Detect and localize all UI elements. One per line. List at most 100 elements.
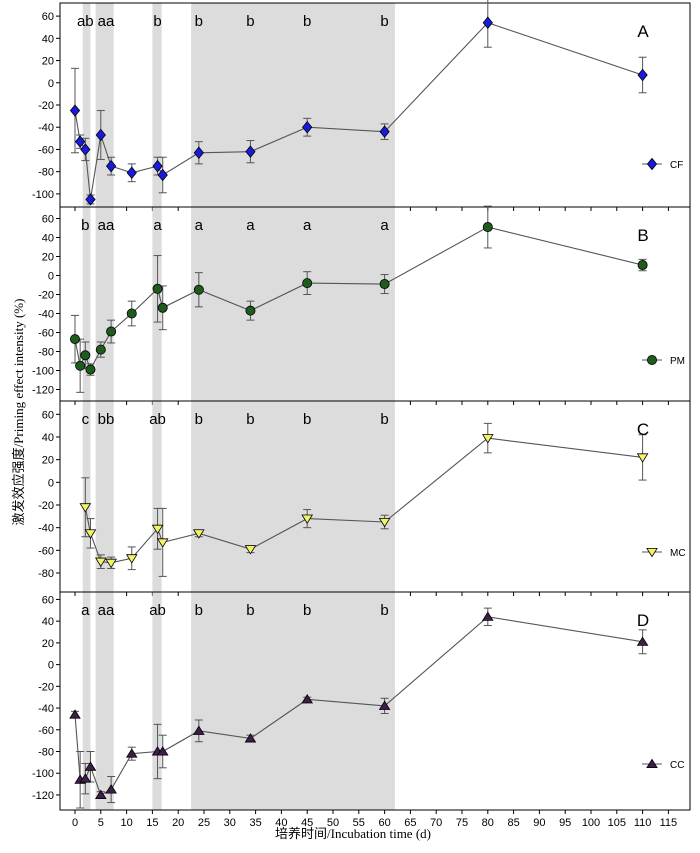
panel-b-significance-letter: aa	[98, 217, 115, 234]
panel-a-significance-letter: b	[380, 13, 388, 30]
panel-b-ytick-label: -80	[38, 347, 54, 359]
panel-c-data-point	[79, 503, 92, 513]
panel-b-significance-letter: b	[81, 217, 89, 234]
panel-b-shade-2	[152, 207, 162, 401]
panel-b-data-point	[106, 326, 117, 337]
panel-a-shade-3	[191, 3, 395, 207]
x-tick-label: 35	[249, 817, 261, 829]
panel-b-data-point	[152, 283, 163, 294]
panel-a-ytick-label: 20	[42, 56, 54, 68]
panel-a-data-point	[69, 104, 81, 117]
panel-a-ytick-label: -80	[38, 167, 54, 179]
panel-b-ytick-label: -40	[38, 309, 54, 321]
panel-b-ytick-label: 60	[42, 214, 54, 226]
panel-d-significance-letter: a	[81, 602, 90, 619]
panel-c-data-point	[156, 538, 169, 548]
panel-a-ytick-label: -100	[32, 189, 54, 201]
panel-d-ytick-label: 40	[42, 616, 54, 628]
panel-d-data-point	[156, 746, 169, 756]
panel-a-data-point	[152, 159, 163, 173]
panel-a-ytick-label: -60	[38, 144, 54, 156]
panel-b-data-point	[80, 350, 91, 361]
panel-d-data-point	[69, 709, 81, 719]
y-axis-title: 激发效应强度/Priming effect intensity (%)	[11, 299, 26, 526]
panel-c-shade-0	[82, 401, 91, 592]
panel-c-label: C	[637, 420, 649, 439]
panel-a-shade-1	[95, 3, 114, 207]
panel-d-data-point	[244, 733, 257, 743]
panel-b-label: B	[637, 226, 648, 245]
panel-b-ytick-label: 0	[48, 271, 54, 283]
panel-c-data-point	[244, 545, 257, 555]
x-tick-label: 70	[430, 817, 442, 829]
panel-c-data-point	[94, 557, 107, 568]
panel-c-data-point	[378, 518, 391, 528]
panel-b-legend-label: PM	[670, 356, 685, 367]
panel-a-data-point	[80, 143, 91, 156]
panel-a: 60 40 20 0 -20 -40 -60 -80 -100 ab aa b b b b b A CF	[32, 0, 691, 211]
panel-b-data-point	[85, 364, 96, 375]
panel-c-legend-marker	[646, 548, 658, 558]
panel-d-label: D	[637, 611, 649, 630]
panel-c-ytick-label: 20	[42, 455, 54, 467]
panel-b-legend-marker	[647, 354, 658, 365]
panel-a-significance-letter: b	[303, 13, 311, 30]
panel-d-significance-letter: b	[246, 602, 254, 619]
panel-a-ytick-label: -40	[38, 122, 54, 134]
x-tick-label: 50	[327, 817, 339, 829]
panel-c-data-point	[151, 524, 164, 535]
panel-c-data-point	[193, 529, 205, 539]
panel-a-data-point	[95, 128, 106, 142]
x-tick-label: 0	[72, 817, 78, 829]
panel-d-data-point	[79, 773, 92, 783]
panel-b-shade-1	[95, 207, 114, 401]
panel-d-legend-marker	[646, 758, 658, 768]
x-tick-label: 110	[634, 817, 652, 829]
panel-a-data-point	[302, 120, 313, 134]
panel-b-ytick-label: -100	[32, 366, 54, 378]
panel-a-data-point	[126, 166, 137, 180]
panel-a-significance-letter: b	[153, 13, 161, 30]
panel-d-shade-0	[82, 592, 91, 810]
panel-c-data-point	[105, 558, 117, 569]
x-axis-title: 培养时间/Incubation time (d)	[275, 826, 431, 841]
panel-a-data-point	[75, 135, 86, 148]
x-tick-label: 65	[404, 817, 416, 829]
panel-d-significance-letter: b	[303, 602, 311, 619]
panel-a-significance-letter: b	[246, 13, 254, 30]
panel-b-significance-letter: a	[380, 217, 389, 234]
panel-d-ytick-label: -60	[38, 725, 54, 737]
panel-c-shade-3	[191, 401, 395, 592]
panel-d-data-point	[125, 748, 138, 758]
panel-c-ytick-label: -40	[38, 523, 54, 535]
x-tick-label: 60	[378, 817, 390, 829]
panel-d-ytick-label: 20	[42, 638, 54, 650]
x-tick-label: 105	[608, 817, 626, 829]
panel-b-shade-0	[82, 207, 91, 401]
panel-c-ytick-label: -80	[38, 568, 54, 580]
panel-c-significance-letter: b	[246, 411, 254, 428]
panel-a-significance-letter: aa	[98, 13, 115, 30]
panel-d-data-point	[301, 694, 314, 704]
panel-d-shade-3	[191, 592, 395, 810]
panel-a-ytick-label: 60	[42, 11, 54, 23]
panel-b-data-point	[482, 222, 493, 233]
panel-c-shade-1	[95, 401, 114, 592]
panel-a-data-point	[379, 125, 390, 138]
panel-c-significance-letter: b	[195, 411, 203, 428]
panel-a-data-point	[482, 16, 493, 30]
panel-c-legend-label: MC	[670, 548, 686, 559]
panel-a-ytick-label: -20	[38, 100, 54, 112]
panel-c-ytick-label: 0	[48, 477, 54, 489]
panel-b-data-point	[379, 279, 390, 290]
panel-d-legend-label: CC	[670, 760, 684, 771]
panel-b-ytick-label: 40	[42, 233, 54, 245]
panel-c-data-point	[125, 554, 138, 564]
panel-d-ytick-label: -40	[38, 703, 54, 715]
panel-b-ytick-label: -60	[38, 328, 54, 340]
panel-d-data-point	[481, 611, 494, 621]
x-tick-label: 45	[301, 817, 313, 829]
